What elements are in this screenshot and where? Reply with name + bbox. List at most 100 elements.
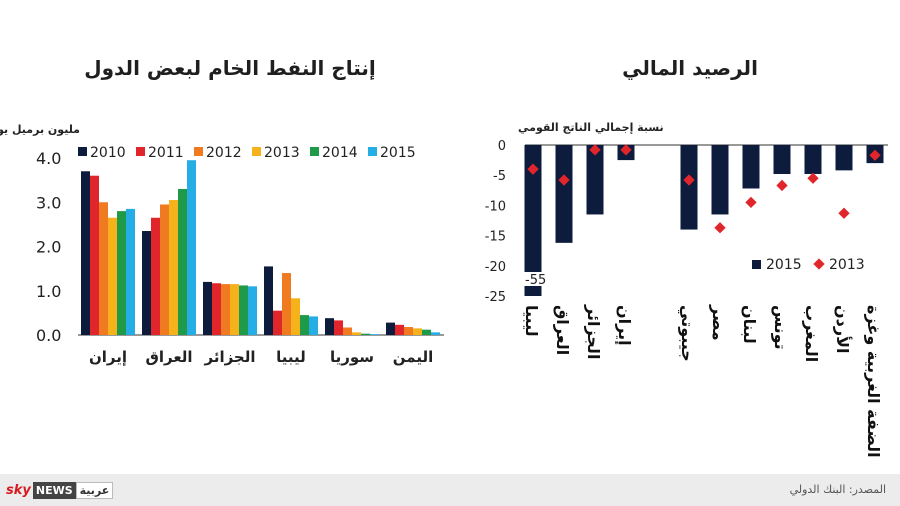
logo-news-text: NEWS [32,481,76,499]
y-axis-label: نسبة إجمالي الناتج القومي [518,121,664,134]
y-tick-label: 4.0 [36,149,61,168]
marker-2013-6 [714,222,726,234]
bar-2011-1 [151,217,160,335]
x-category-label: ليبيا [276,348,306,366]
legend-swatch-2010 [78,147,87,156]
bar-break-gap [523,272,543,286]
marker-2013-3 [620,144,632,156]
x-category-label: جيبوتي [677,305,697,362]
bar-2015-3 [617,145,635,161]
bar-2010-0 [81,171,90,335]
y-axis-label: مليون برميل يوميا [0,123,80,136]
y-tick-label: -25 [485,290,506,305]
footer-bar: sky NEWS عربية المصدر: البنك الدولي [0,474,900,506]
bar-2011-0 [90,175,99,335]
x-category-label: اليمن [393,348,433,366]
bar-2011-2 [212,283,221,335]
bar-2015-1 [187,160,196,335]
legend-label-2013: 2013 [264,145,300,161]
legend-swatch-2011 [136,147,145,156]
legend-swatch-2012 [194,147,203,156]
y-tick-label: 2.0 [36,238,61,257]
bar-2013-2 [230,284,239,335]
y-tick-label: -20 [485,260,506,275]
x-category-label: سوريا [330,348,374,366]
x-category-label: لبنان [740,305,759,344]
bar-2015-5 [680,145,698,230]
marker-2013-11 [869,149,881,161]
x-category-label: الأردن [833,305,852,353]
y-tick-label: -15 [485,230,506,245]
bar-2015-1 [555,145,573,243]
marker-2013-0 [527,163,539,175]
bar-2015-2 [248,286,257,335]
marker-2013-1 [558,174,570,186]
bar-2010-3 [264,266,273,335]
bar-2015-0 [524,145,542,296]
y-tick-label: -5 [493,169,506,184]
bar-2010-4 [325,318,334,335]
source-note: المصدر: البنك الدولي [789,483,886,496]
bar-2010-5 [386,322,395,335]
bar-2013-1 [169,200,178,335]
legend-swatch-2013 [252,147,261,156]
bar-2013-0 [108,217,117,335]
legend-label-2014: 2014 [322,145,358,161]
legend-label-2011: 2011 [148,145,184,161]
bar-2015-8 [773,145,791,174]
bar-2015-0 [126,208,135,335]
x-category-label: الضفة الغربية وغزة [864,305,883,458]
bar-2012-5 [404,327,413,335]
bar-2015-7 [742,145,760,189]
legend-swatch-2015 [368,147,377,156]
bar-2014-0 [117,211,126,335]
logo-arabic-text: عربية [75,481,114,499]
y-tick-label: -10 [485,199,506,214]
x-category-label: الجزائر [203,348,255,366]
bar-2012-2 [221,284,230,335]
bar-2013-4 [352,332,361,335]
bar-2014-4 [361,333,370,335]
bar-2014-5 [422,329,431,335]
bar-2015-5 [431,332,440,335]
marker-2013-2 [589,144,601,156]
legend-label-2015: 2015 [380,145,416,161]
libya-value-annotation: -55 [525,273,546,288]
marker-2013-9 [807,172,819,184]
legend-swatch-2015 [752,260,761,269]
x-category-label: تونس [771,305,790,350]
legend-label-2012: 2012 [206,145,242,161]
y-tick-label: 0 [498,139,506,154]
bar-2010-1 [142,231,151,335]
marker-2013-7 [745,196,757,209]
x-category-label: المغرب [802,305,821,362]
bar-2010-2 [203,281,212,335]
bar-2015-6 [711,145,729,215]
bar-2015-4 [370,334,379,335]
bar-2011-4 [334,320,343,335]
bar-2011-5 [395,324,404,335]
legend-swatch-2014 [310,147,319,156]
bar-2014-3 [300,315,309,335]
bar-2015-10 [835,145,853,171]
x-category-label: العراق [553,305,572,355]
bar-2014-1 [178,188,187,335]
bar-2015-3 [309,316,318,335]
sky-news-arabia-logo: sky NEWS عربية [6,480,114,500]
bar-2012-0 [99,202,108,335]
x-category-label: ليبيا [522,305,541,337]
bar-2012-4 [343,327,352,335]
legend-label-2010: 2010 [90,145,126,161]
logo-sky-text: sky [6,482,31,498]
x-category-label: العراق [145,348,192,366]
marker-2013-10 [838,207,850,219]
x-category-label: مصر [709,304,728,341]
legend-label-2015: 2015 [766,257,802,273]
bar-2014-2 [239,285,248,335]
right-chart-title: الرصيد المالي [622,56,758,80]
legend-swatch-2013 [813,258,825,270]
marker-2013-5 [683,174,695,186]
x-category-label: إيران [89,348,127,366]
bar-2012-1 [160,204,169,335]
bar-2013-3 [291,298,300,335]
